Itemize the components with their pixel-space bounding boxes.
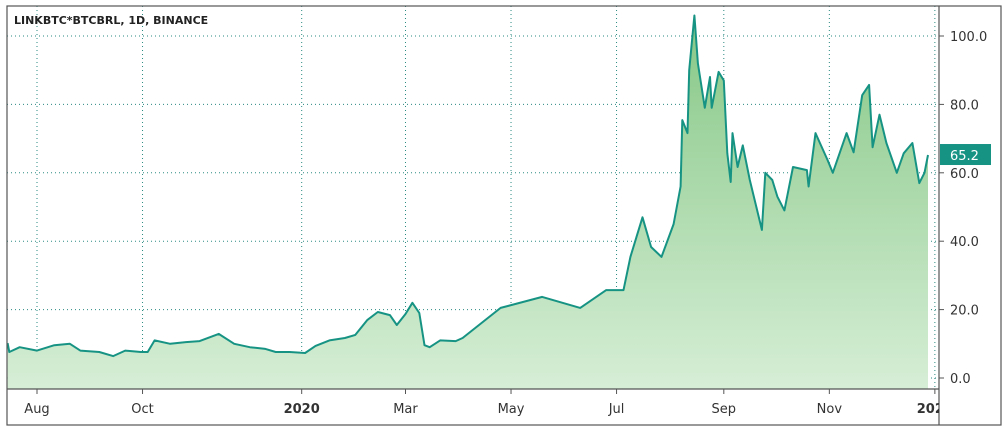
price-line	[7, 14, 929, 358]
y-tick-label: 60.0	[950, 167, 979, 182]
x-axis[interactable]: Aug Oct 2020 Mar May Jul Sep Nov 2021	[24, 389, 953, 417]
x-tick-label: Sep	[712, 402, 737, 417]
x-tick-label: Aug	[24, 402, 49, 417]
x-tick-label: May	[498, 402, 525, 417]
y-tick-label: 20.0	[950, 304, 979, 319]
area-fill	[7, 15, 929, 389]
x-tick-label: Nov	[817, 402, 843, 417]
y-tick-label: 80.0	[950, 98, 979, 113]
last-price-label: 65.2	[940, 144, 991, 166]
y-axis[interactable]: 0.0 20.0 40.0 60.0 80.0 100.0	[939, 30, 987, 387]
y-tick-label: 0.0	[950, 372, 971, 387]
x-tick-label: 2021	[917, 402, 953, 417]
chart-title: LINKBTC*BTCBRL, 1D, BINANCE	[14, 14, 208, 27]
y-tick-label: 100.0	[950, 30, 987, 45]
chart-frame	[6, 5, 1002, 426]
x-tick-label: 2020	[284, 402, 320, 417]
x-tick-label: Oct	[131, 402, 153, 417]
x-tick-label: Mar	[393, 402, 418, 417]
y-tick-label: 40.0	[950, 235, 979, 250]
last-price-value: 65.2	[950, 149, 979, 164]
x-tick-label: Jul	[608, 402, 625, 417]
